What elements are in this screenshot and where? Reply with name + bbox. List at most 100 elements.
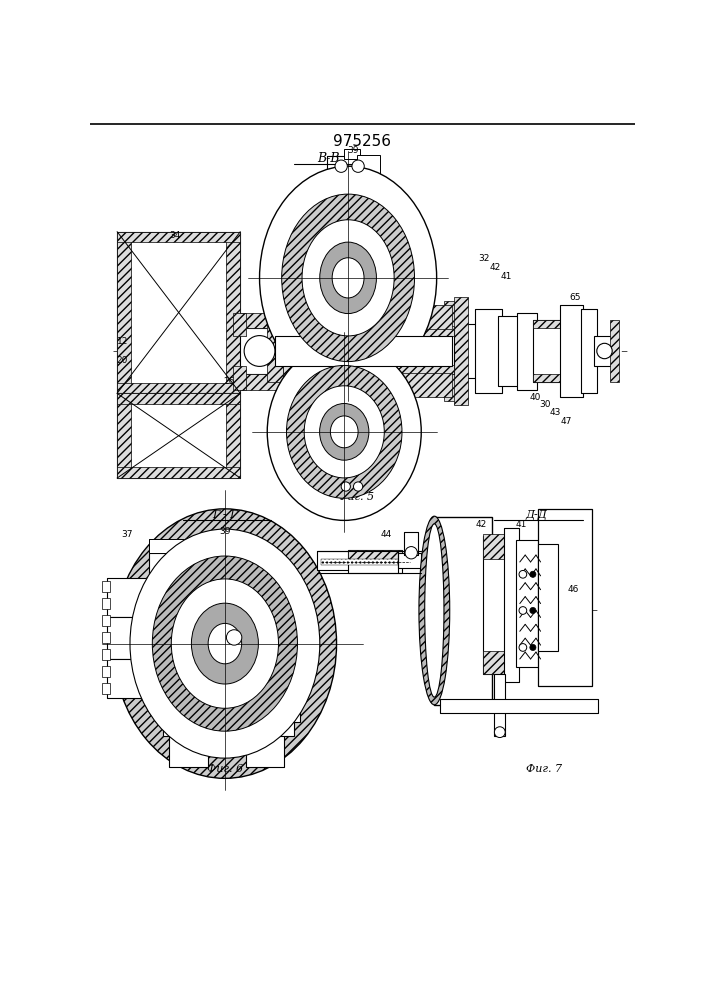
Bar: [375, 320, 392, 382]
Bar: [398, 553, 421, 568]
Bar: [434, 517, 492, 705]
Ellipse shape: [259, 166, 437, 389]
Bar: [518, 312, 537, 389]
Bar: [581, 309, 597, 393]
Bar: [317, 551, 352, 570]
Text: 37: 37: [122, 530, 133, 539]
Bar: [149, 539, 226, 553]
Ellipse shape: [419, 516, 450, 705]
Text: В-В: В-В: [317, 152, 340, 165]
Bar: [226, 393, 240, 478]
Bar: [455, 297, 468, 405]
Circle shape: [530, 571, 536, 577]
Bar: [344, 149, 360, 158]
Ellipse shape: [208, 623, 242, 664]
Ellipse shape: [171, 579, 279, 708]
Bar: [434, 517, 492, 705]
Circle shape: [244, 336, 275, 366]
Bar: [483, 536, 506, 674]
Ellipse shape: [286, 365, 402, 498]
Bar: [170, 732, 208, 767]
Bar: [503, 528, 519, 682]
Bar: [321, 559, 398, 565]
Bar: [538, 509, 592, 686]
Bar: [444, 301, 456, 401]
Bar: [452, 324, 479, 378]
Circle shape: [405, 547, 417, 559]
Text: 39: 39: [219, 527, 230, 536]
Bar: [404, 532, 418, 555]
Bar: [246, 732, 284, 767]
Text: 46: 46: [567, 585, 578, 594]
Text: 35: 35: [257, 604, 269, 613]
Bar: [163, 721, 294, 736]
Circle shape: [354, 482, 363, 491]
Bar: [327, 156, 370, 170]
Bar: [240, 328, 279, 374]
Bar: [389, 305, 452, 329]
Circle shape: [519, 644, 527, 651]
Bar: [389, 365, 455, 374]
Ellipse shape: [320, 404, 369, 460]
Ellipse shape: [130, 529, 320, 758]
Bar: [117, 232, 240, 393]
Bar: [240, 312, 456, 328]
Text: 65: 65: [570, 293, 581, 302]
Bar: [356, 155, 380, 174]
Bar: [107, 617, 149, 659]
Bar: [117, 232, 240, 242]
Text: 33: 33: [358, 476, 369, 485]
Bar: [389, 326, 455, 336]
Bar: [483, 651, 506, 674]
Bar: [103, 581, 110, 592]
Text: 39: 39: [348, 146, 359, 155]
Bar: [103, 598, 110, 609]
Bar: [275, 336, 452, 366]
Bar: [348, 550, 402, 573]
Circle shape: [519, 607, 527, 614]
Bar: [170, 732, 208, 767]
Bar: [335, 466, 366, 482]
Bar: [518, 312, 537, 389]
Text: 20: 20: [117, 356, 128, 365]
Bar: [595, 336, 614, 366]
Bar: [440, 699, 598, 713]
Ellipse shape: [152, 556, 298, 731]
Ellipse shape: [113, 509, 337, 778]
Text: 33: 33: [262, 624, 273, 633]
Ellipse shape: [192, 603, 258, 684]
Text: 41: 41: [515, 520, 527, 529]
Bar: [240, 374, 456, 389]
Bar: [335, 166, 346, 178]
Bar: [533, 320, 563, 328]
Bar: [107, 659, 149, 698]
Bar: [226, 232, 240, 393]
Bar: [389, 328, 455, 374]
Text: 44: 44: [381, 530, 392, 539]
Bar: [404, 532, 418, 555]
Bar: [494, 674, 506, 736]
Ellipse shape: [425, 524, 444, 697]
Bar: [533, 320, 563, 382]
Bar: [498, 316, 521, 386]
Text: 26: 26: [223, 377, 235, 386]
Bar: [240, 328, 279, 374]
Ellipse shape: [281, 194, 414, 362]
Bar: [327, 156, 370, 170]
Bar: [158, 703, 300, 722]
Text: 12: 12: [117, 337, 128, 346]
Bar: [560, 305, 583, 397]
Text: Г - Г: Г - Г: [212, 510, 238, 520]
Circle shape: [494, 727, 506, 738]
Bar: [475, 309, 502, 393]
Bar: [233, 312, 247, 336]
Bar: [103, 666, 110, 677]
Circle shape: [341, 482, 351, 491]
Ellipse shape: [332, 258, 364, 298]
Text: Фиг. 7: Фиг. 7: [527, 764, 563, 774]
Bar: [352, 480, 363, 493]
Text: 43: 43: [549, 408, 561, 417]
Bar: [117, 393, 240, 404]
Bar: [117, 383, 240, 393]
Circle shape: [597, 343, 612, 359]
